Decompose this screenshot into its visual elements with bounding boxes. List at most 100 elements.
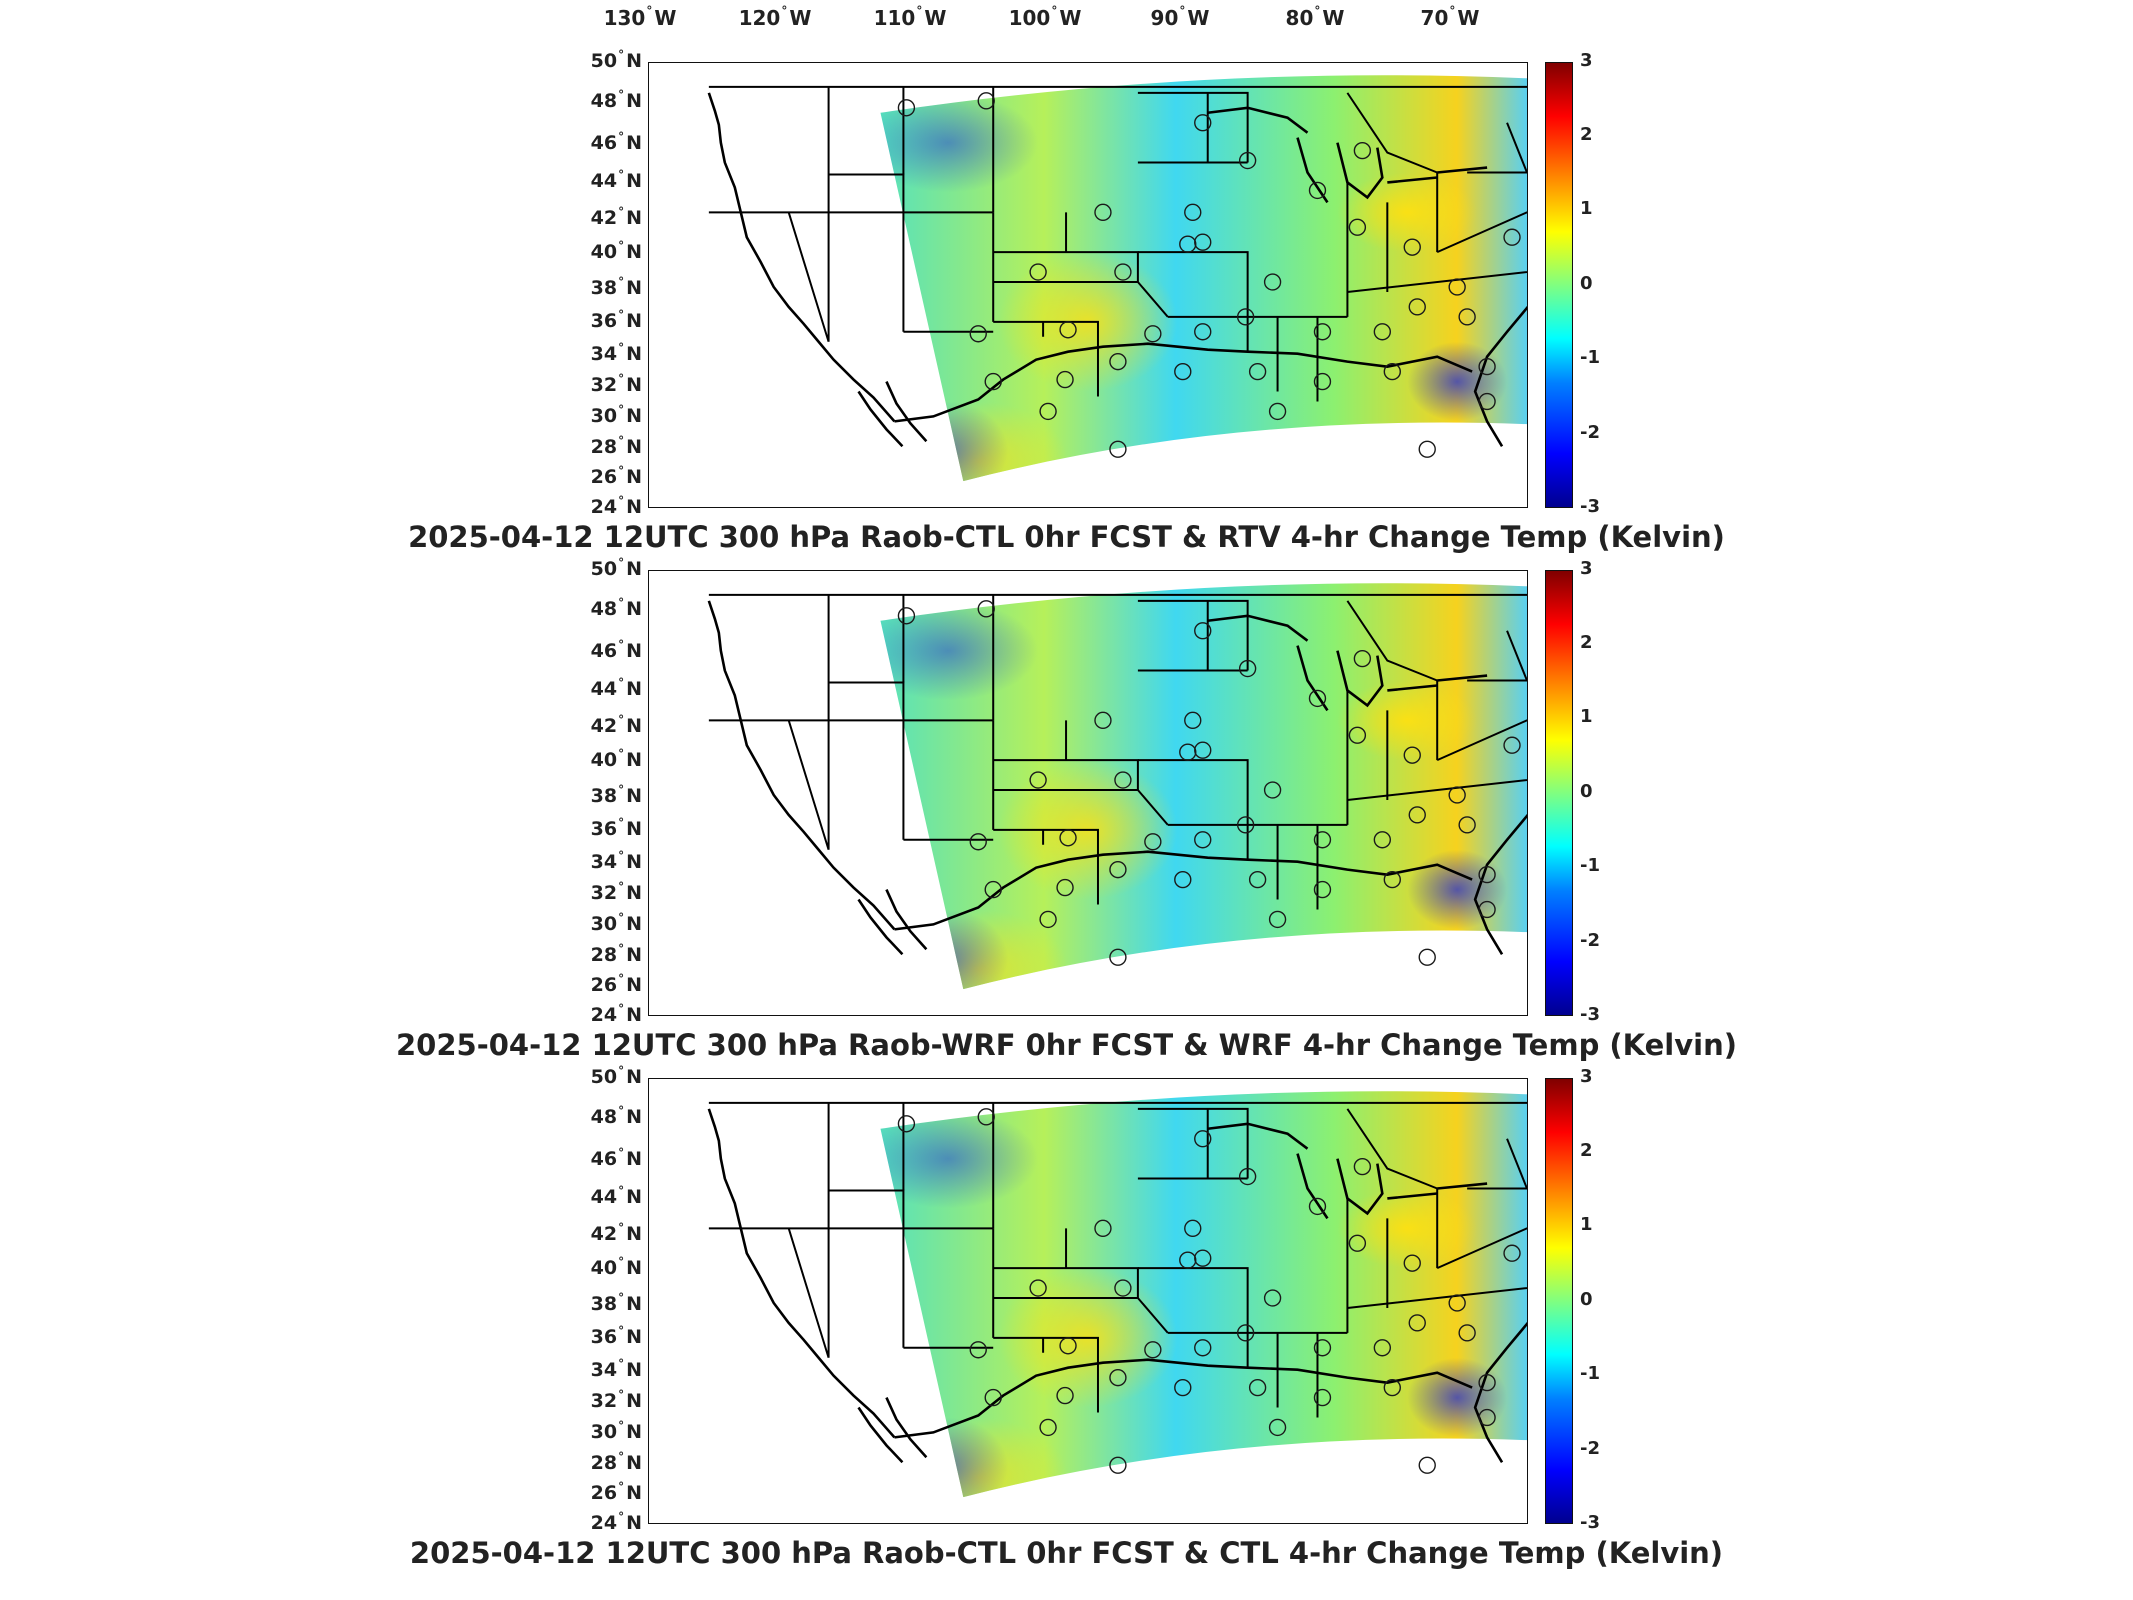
station-marker (1263, 273, 1282, 291)
station-marker (984, 1388, 1002, 1407)
latitude-label: 24° N (590, 494, 642, 518)
colorbar-tick-label: 1 (1580, 706, 1593, 727)
station-marker (977, 1108, 995, 1126)
station-marker (1029, 771, 1047, 789)
latitude-label: 42° N (590, 1221, 642, 1245)
station-marker (1478, 1373, 1496, 1392)
station-marker (1029, 263, 1047, 281)
station-marker (1313, 323, 1332, 341)
station-marker (1353, 141, 1372, 160)
latitude-label: 26° N (590, 464, 642, 488)
colorbar-tick-label: 1 (1580, 198, 1593, 219)
station-marker (1194, 831, 1212, 849)
station-marker (1094, 711, 1112, 729)
latitude-label: 30° N (590, 403, 642, 427)
latitude-label: 32° N (590, 372, 642, 396)
station-marker (897, 99, 916, 117)
station-marker (1109, 1368, 1127, 1387)
latitude-label: 46° N (590, 130, 642, 154)
station-marker (1238, 1167, 1257, 1186)
state-borders (708, 85, 1527, 402)
station-marker (1458, 308, 1476, 326)
station-marker (1114, 771, 1132, 789)
station-marker (1114, 1279, 1132, 1297)
longitude-label: 120° W (738, 4, 812, 30)
station-marker (1114, 263, 1132, 281)
colorbar (1545, 570, 1573, 1016)
station-marker (1236, 308, 1255, 326)
latitude-label: 42° N (590, 205, 642, 229)
station-marker (1448, 786, 1466, 804)
station-marker (1418, 948, 1436, 966)
colorbar-tick-label: 1 (1580, 1214, 1593, 1235)
colorbar-tick-label: -3 (1580, 1512, 1600, 1533)
colorbar-tick-label: -3 (1580, 1004, 1600, 1025)
latitude-label: 28° N (590, 434, 642, 458)
station-marker (1503, 1244, 1521, 1262)
station-marker (1383, 1378, 1401, 1397)
station-marker (1383, 362, 1401, 381)
latitude-label: 28° N (590, 942, 642, 966)
station-marker (1184, 711, 1202, 729)
station-marker (1373, 323, 1392, 341)
station-marker (897, 1115, 916, 1133)
latitude-label: 44° N (590, 1184, 642, 1208)
latitude-label: 36° N (590, 308, 642, 332)
raob-stations (897, 1108, 1521, 1474)
station-marker (1448, 1294, 1466, 1312)
map-frame (648, 570, 1528, 1016)
station-marker (1313, 1339, 1332, 1357)
longitude-label: 110° W (873, 4, 947, 30)
longitude-label: 100° W (1008, 4, 1082, 30)
colorbar (1545, 62, 1573, 508)
station-marker (1109, 352, 1127, 371)
colorbar-tick-label: -3 (1580, 496, 1600, 517)
latitude-label: 50° N (590, 556, 642, 580)
station-marker (1478, 357, 1496, 376)
station-marker (1194, 1339, 1212, 1357)
coastline (707, 92, 1527, 448)
station-marker (1458, 1324, 1476, 1342)
raob-stations (897, 600, 1521, 966)
station-marker (1094, 203, 1112, 221)
latitude-label: 26° N (590, 972, 642, 996)
latitude-label: 30° N (590, 911, 642, 935)
colorbar-tick-label: -2 (1580, 422, 1600, 443)
station-marker (1478, 865, 1496, 884)
station-marker (1373, 831, 1392, 849)
longitude-label: 130° W (603, 4, 677, 30)
map-canvas (707, 583, 1527, 990)
latitude-label: 34° N (590, 341, 642, 365)
station-marker (1373, 1339, 1392, 1357)
state-borders (708, 1101, 1527, 1418)
station-marker (1248, 362, 1267, 381)
latitude-label: 36° N (590, 1324, 642, 1348)
map-canvas (707, 1091, 1527, 1498)
station-marker (1194, 114, 1212, 132)
station-marker (1059, 321, 1077, 339)
station-marker (1403, 238, 1421, 256)
latitude-label: 46° N (590, 638, 642, 662)
station-marker (1403, 746, 1421, 764)
station-marker (1179, 743, 1197, 761)
colorbar-tick-label: 2 (1580, 632, 1593, 653)
latitude-label: 34° N (590, 1357, 642, 1381)
latitude-label: 40° N (590, 1255, 642, 1279)
station-marker (1248, 870, 1267, 889)
station-marker (1194, 323, 1212, 341)
latitude-label: 24° N (590, 1510, 642, 1534)
station-marker (1478, 900, 1496, 919)
station-marker (1478, 1408, 1496, 1427)
station-marker (1313, 880, 1332, 899)
longitude-label: 90° W (1150, 4, 1210, 30)
map-frame (648, 1078, 1528, 1524)
station-marker (969, 325, 987, 343)
latitude-label: 40° N (590, 239, 642, 263)
station-marker (1248, 1378, 1267, 1397)
station-marker (1408, 1314, 1426, 1332)
station-marker (1144, 325, 1162, 343)
station-marker (1109, 948, 1127, 966)
station-marker (1144, 833, 1162, 851)
coastline (707, 1108, 1527, 1464)
colorbar (1545, 1078, 1573, 1524)
